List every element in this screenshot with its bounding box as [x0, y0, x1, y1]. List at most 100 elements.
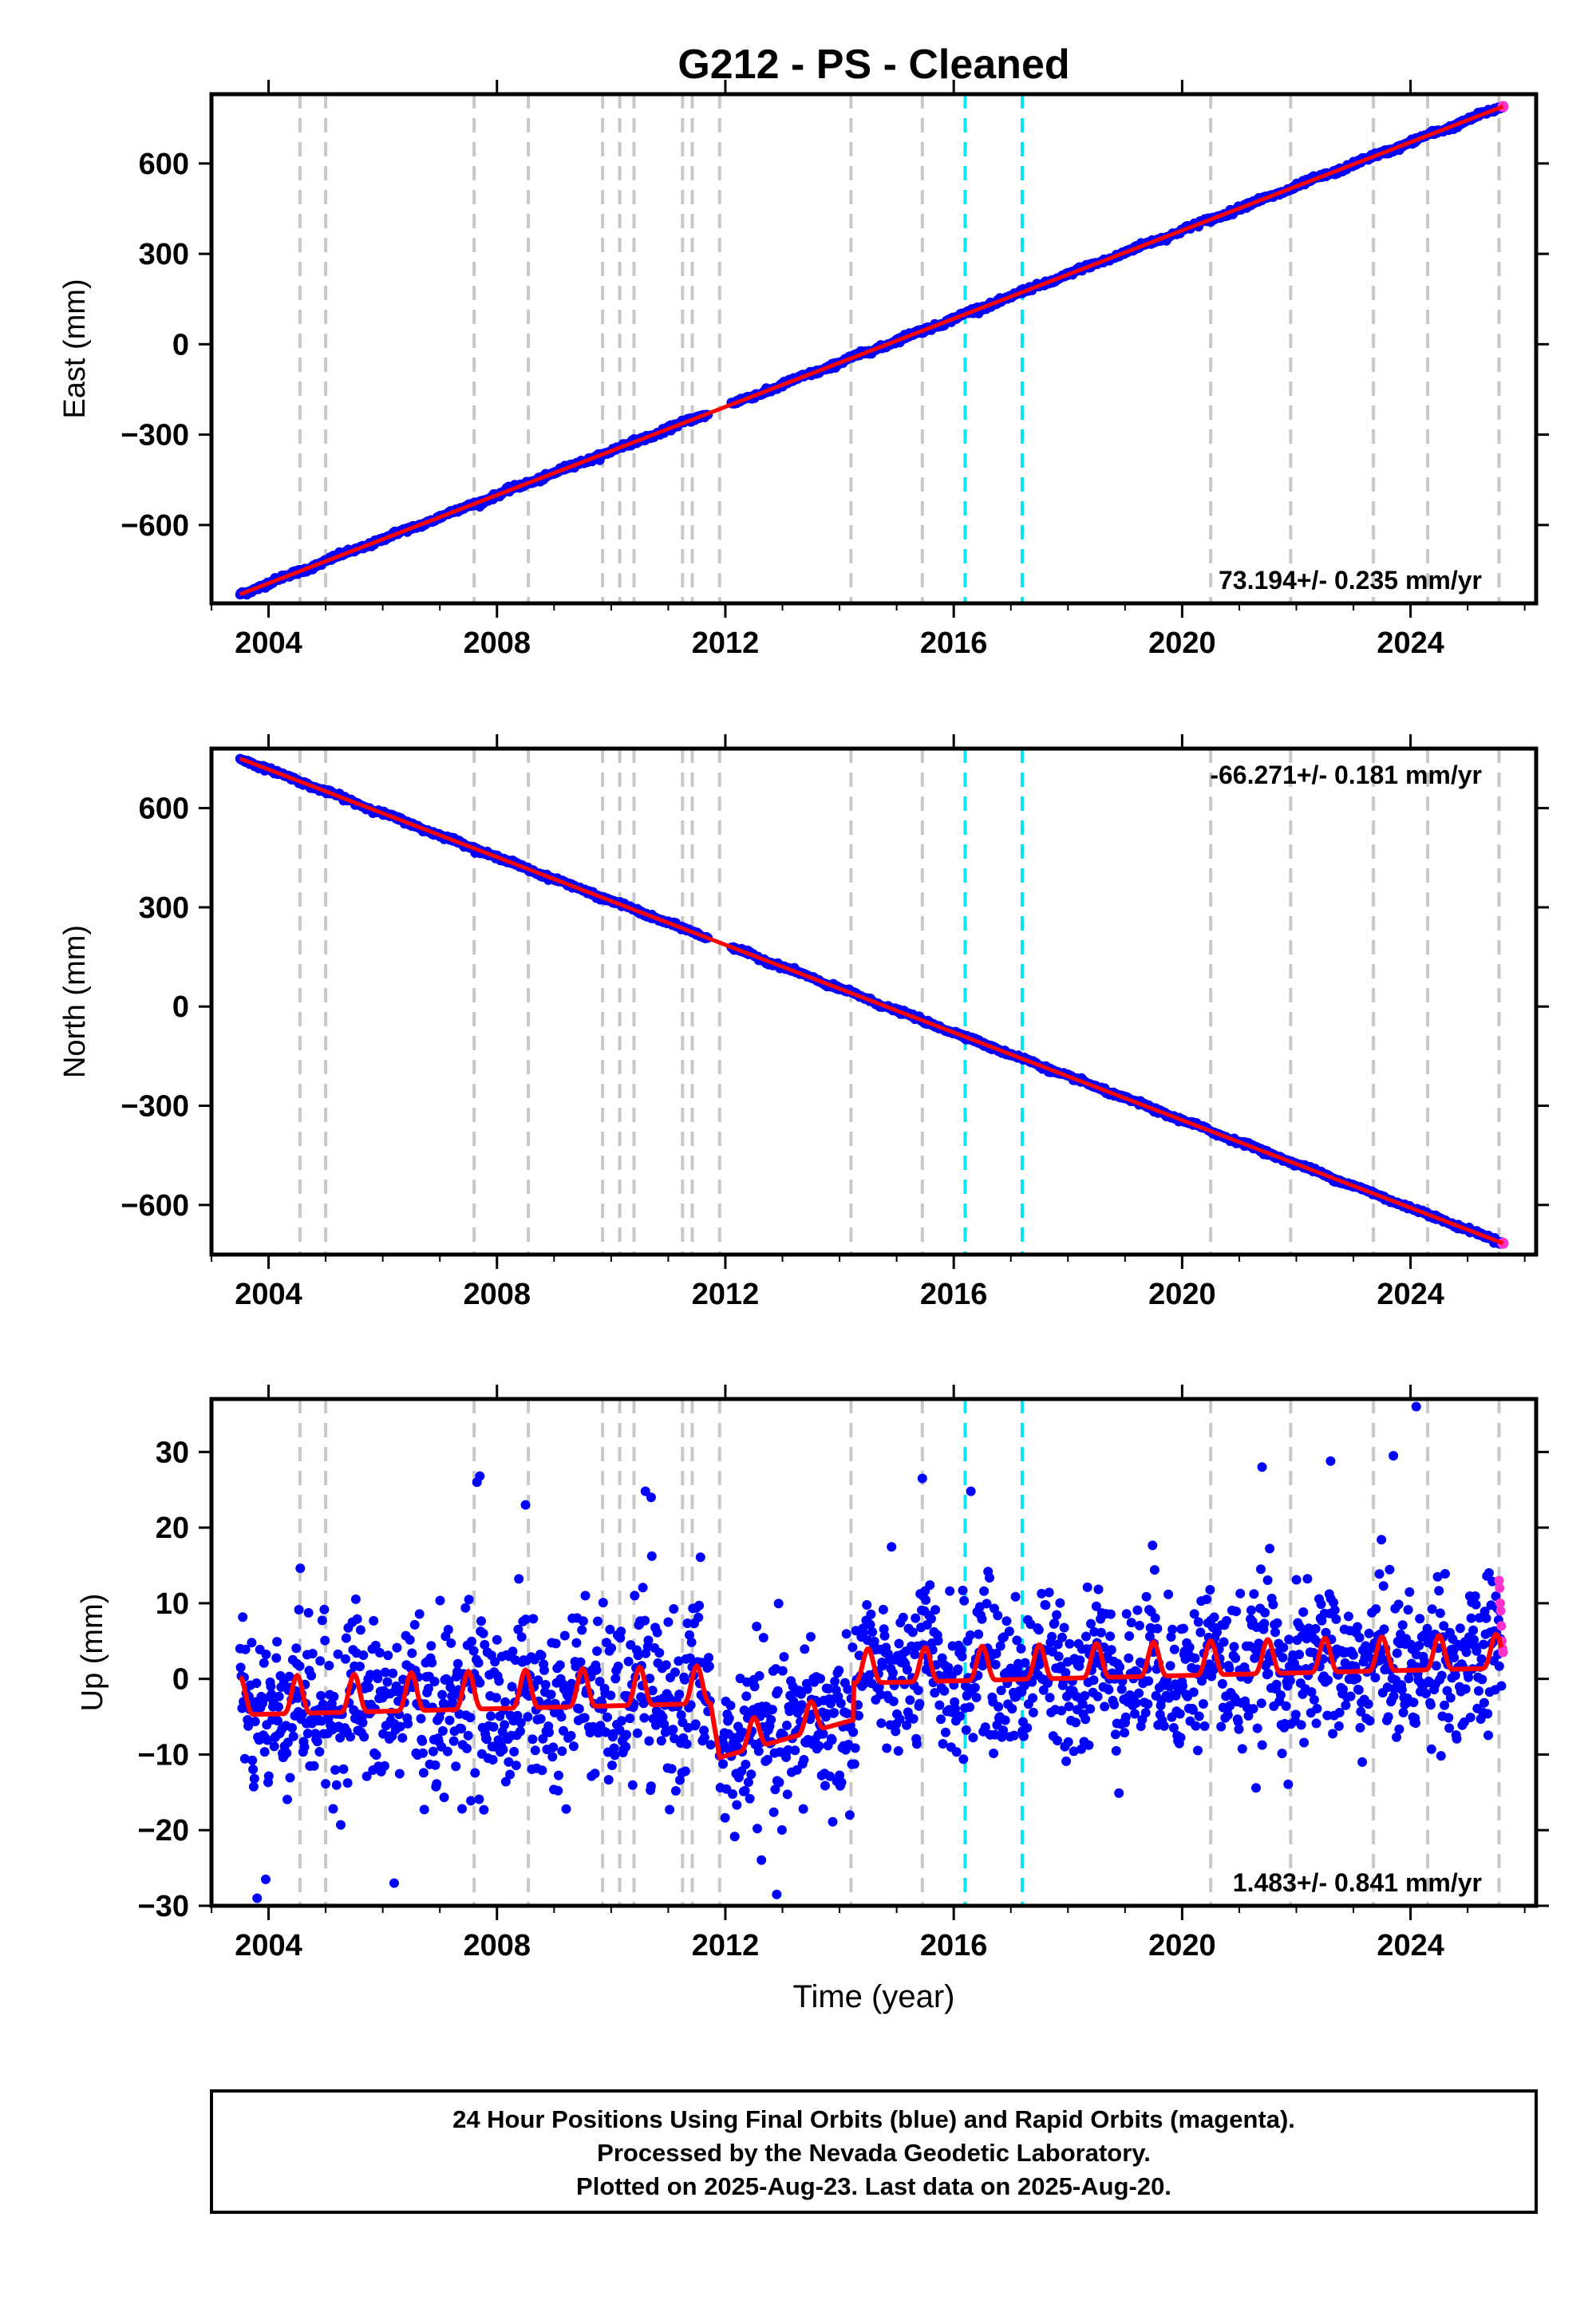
data-point [894, 1638, 904, 1649]
data-point [473, 1658, 484, 1668]
data-point [559, 1630, 570, 1641]
data-point [606, 1643, 617, 1653]
data-point [523, 1712, 533, 1722]
data-point [843, 1684, 853, 1694]
data-point [488, 1755, 498, 1765]
data-point [911, 1739, 922, 1749]
data-point [446, 1638, 456, 1648]
data-point [259, 1658, 269, 1668]
data-point [945, 1586, 955, 1596]
data-point [474, 1794, 484, 1804]
data-point [331, 1780, 342, 1790]
data-point [317, 1615, 327, 1626]
data-point [772, 1686, 783, 1696]
x-tick-label: 2008 [463, 1278, 531, 1311]
data-point [238, 1612, 248, 1622]
data-point [913, 1686, 923, 1695]
data-point [921, 1595, 931, 1605]
data-point [330, 1765, 341, 1775]
data-point [315, 1656, 326, 1666]
data-point [303, 1607, 314, 1618]
data-point [627, 1780, 638, 1790]
data-point [430, 1760, 440, 1770]
data-point [670, 1667, 680, 1678]
data-point [869, 1636, 879, 1646]
data-point [392, 1642, 402, 1653]
data-point [828, 1816, 838, 1827]
data-point [768, 1807, 779, 1817]
data-point [444, 1715, 455, 1725]
data-point [479, 1804, 489, 1815]
data-point [530, 1745, 540, 1756]
data-point [1020, 1658, 1030, 1668]
data-point [1004, 1626, 1014, 1637]
data-point [272, 1637, 282, 1647]
data-point [830, 1676, 840, 1686]
data-point [705, 1740, 716, 1750]
data-point [346, 1732, 355, 1742]
data-point [388, 1668, 398, 1678]
data-point [592, 1646, 602, 1656]
data-point [271, 1653, 282, 1663]
data-point [741, 1759, 751, 1769]
data-point [516, 1726, 525, 1737]
data-point [466, 1796, 476, 1806]
data-point [654, 1648, 665, 1658]
data-point [590, 1769, 600, 1779]
data-point [338, 1764, 349, 1774]
data-point [1053, 1736, 1062, 1745]
data-point [546, 1690, 556, 1700]
data-point [690, 1719, 701, 1729]
data-point [979, 1586, 990, 1596]
data-point [905, 1695, 915, 1705]
data-point [638, 1583, 648, 1593]
data-point [1044, 1587, 1054, 1598]
data-point [621, 1741, 631, 1752]
data-point [888, 1696, 899, 1706]
data-point [491, 1693, 501, 1703]
data-point [1053, 1651, 1064, 1662]
data-point [467, 1636, 476, 1646]
data-point [394, 1769, 405, 1779]
data-point [551, 1638, 561, 1649]
data-point [915, 1698, 925, 1709]
data-point [938, 1739, 948, 1749]
data-point [782, 1789, 792, 1800]
data-point [314, 1747, 325, 1757]
data-point [309, 1761, 319, 1771]
data-point [494, 1676, 504, 1686]
data-point [341, 1654, 350, 1664]
data-point [426, 1641, 437, 1651]
data-point [287, 1723, 297, 1733]
data-point [806, 1631, 816, 1642]
data-point [468, 1646, 479, 1656]
data-point [568, 1741, 579, 1752]
y-tick-label: 300 [139, 238, 189, 271]
data-point [971, 1693, 982, 1702]
y-tick-label: 300 [139, 891, 189, 925]
plot-frame [209, 92, 1539, 606]
model-line [239, 757, 1504, 1246]
data-point [816, 1674, 825, 1684]
data-point [907, 1627, 918, 1638]
data-point [382, 1677, 393, 1687]
data-point [536, 1650, 547, 1661]
data-point [993, 1611, 1003, 1621]
data-point [643, 1635, 654, 1646]
data-point [668, 1725, 678, 1735]
data-point [974, 1629, 984, 1639]
data-point [665, 1804, 675, 1815]
data-point [428, 1746, 438, 1757]
data-point [990, 1659, 1001, 1670]
chart-title: G212 - PS - Cleaned [678, 41, 1069, 88]
data-point [383, 1650, 393, 1661]
data-point [802, 1684, 812, 1694]
rate-annotation: -66.271+/- 0.181 mm/yr [1210, 761, 1482, 789]
data-point [977, 1614, 987, 1624]
data-point [437, 1690, 448, 1700]
data-point [274, 1691, 284, 1701]
data-point [329, 1691, 339, 1701]
data-point [498, 1745, 508, 1755]
data-point [646, 1551, 657, 1561]
data-point [556, 1712, 567, 1722]
